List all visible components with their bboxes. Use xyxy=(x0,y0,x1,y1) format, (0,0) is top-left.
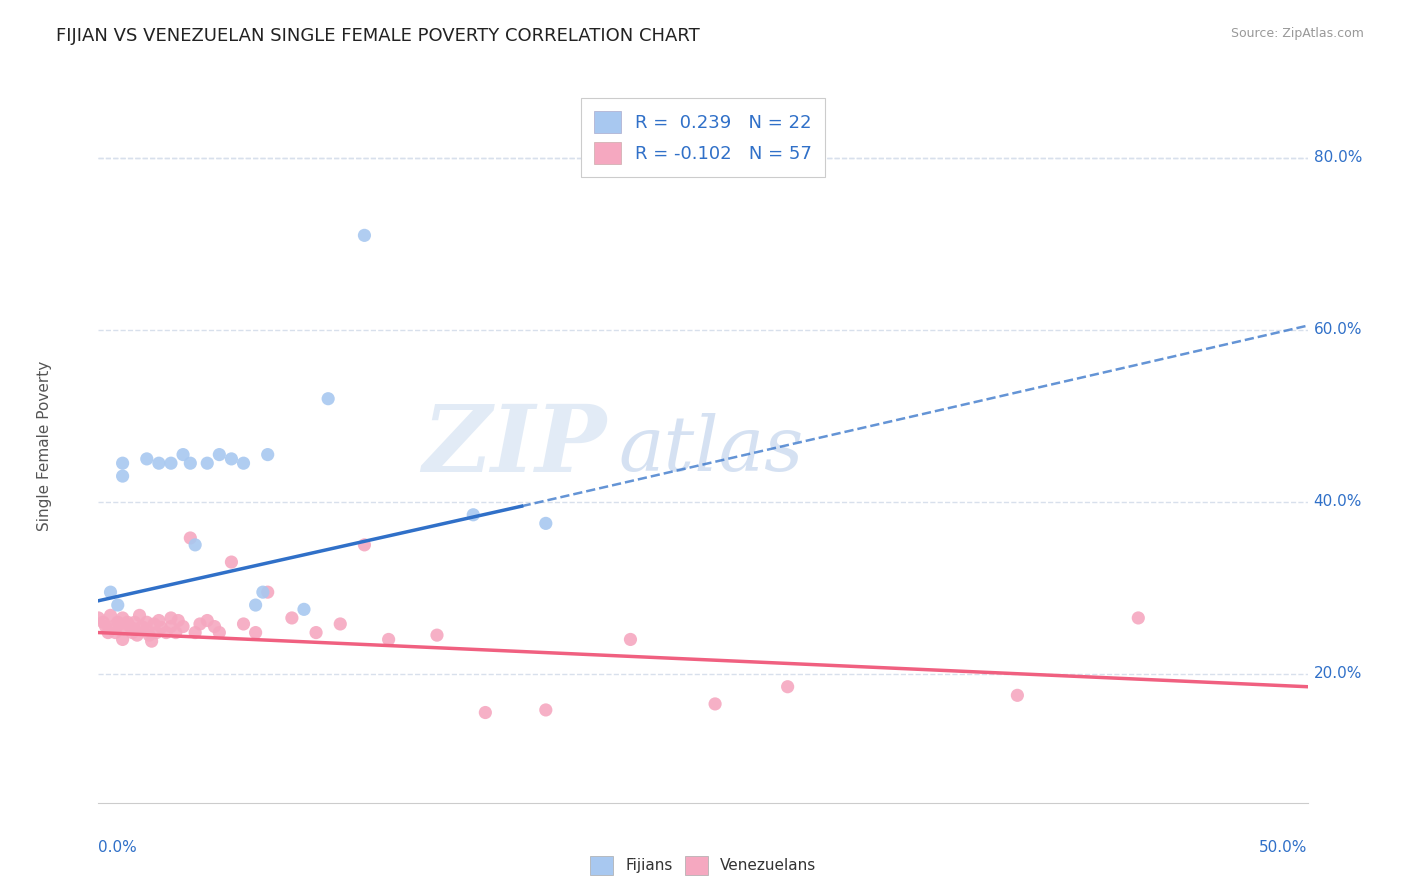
Point xyxy=(124,622,146,636)
Point xyxy=(281,611,304,625)
Point xyxy=(232,456,254,470)
Point xyxy=(143,617,166,632)
Point xyxy=(292,602,315,616)
Point xyxy=(111,622,134,636)
Point xyxy=(184,538,207,552)
Point xyxy=(172,448,194,462)
Text: 80.0%: 80.0% xyxy=(1313,151,1362,166)
Point xyxy=(117,615,139,630)
Point xyxy=(150,620,173,634)
Point xyxy=(208,625,231,640)
Point xyxy=(87,611,110,625)
Point xyxy=(329,617,352,632)
Point xyxy=(118,619,141,633)
Point xyxy=(179,456,201,470)
Point xyxy=(131,619,153,633)
Legend: Fijians, Venezuelans: Fijians, Venezuelans xyxy=(583,850,823,880)
Point xyxy=(111,469,134,483)
Point xyxy=(135,615,157,630)
Point xyxy=(124,615,146,630)
Point xyxy=(188,617,211,632)
Point xyxy=(377,632,399,647)
Point xyxy=(305,625,328,640)
Point xyxy=(474,706,496,720)
Point xyxy=(1128,611,1150,625)
Point xyxy=(165,625,187,640)
Point xyxy=(426,628,449,642)
Text: ZIP: ZIP xyxy=(422,401,606,491)
Point xyxy=(128,608,150,623)
Point xyxy=(195,456,218,470)
Point xyxy=(204,619,226,633)
Point xyxy=(256,585,278,599)
Point xyxy=(111,456,134,470)
Text: 20.0%: 20.0% xyxy=(1313,666,1362,681)
Point xyxy=(316,392,339,406)
Point xyxy=(91,615,114,630)
Point xyxy=(353,228,375,243)
Point xyxy=(135,622,157,636)
Point xyxy=(107,598,129,612)
Point xyxy=(463,508,485,522)
Point xyxy=(208,448,231,462)
Point xyxy=(221,451,243,466)
Point xyxy=(160,456,183,470)
Point xyxy=(534,703,557,717)
Point xyxy=(100,585,122,599)
Point xyxy=(145,625,167,640)
Point xyxy=(141,634,163,648)
Text: 60.0%: 60.0% xyxy=(1313,322,1362,337)
Point xyxy=(179,531,201,545)
Text: FIJIAN VS VENEZUELAN SINGLE FEMALE POVERTY CORRELATION CHART: FIJIAN VS VENEZUELAN SINGLE FEMALE POVER… xyxy=(56,27,700,45)
Point xyxy=(245,625,267,640)
Point xyxy=(534,516,557,531)
Point xyxy=(195,614,218,628)
Point xyxy=(148,456,170,470)
Point xyxy=(353,538,375,552)
Text: Single Female Poverty: Single Female Poverty xyxy=(37,361,52,531)
Text: atlas: atlas xyxy=(619,413,804,486)
Point xyxy=(221,555,243,569)
Text: 40.0%: 40.0% xyxy=(1313,494,1362,509)
Point xyxy=(101,619,124,633)
Point xyxy=(135,451,157,466)
Text: Source: ZipAtlas.com: Source: ZipAtlas.com xyxy=(1230,27,1364,40)
Point xyxy=(107,615,129,630)
Text: 50.0%: 50.0% xyxy=(1260,840,1308,855)
Point xyxy=(100,608,122,623)
Point xyxy=(138,628,160,642)
Point xyxy=(704,697,727,711)
Point xyxy=(127,628,149,642)
Point xyxy=(184,625,207,640)
Point xyxy=(155,625,177,640)
Point xyxy=(619,632,641,647)
Point xyxy=(167,614,190,628)
Point xyxy=(776,680,799,694)
Point xyxy=(111,611,134,625)
Point xyxy=(121,625,143,640)
Text: 0.0%: 0.0% xyxy=(98,840,138,855)
Point xyxy=(1007,689,1029,703)
Point xyxy=(256,448,278,462)
Point xyxy=(252,585,274,599)
Point xyxy=(148,614,170,628)
Point xyxy=(172,619,194,633)
Point xyxy=(111,632,134,647)
Point xyxy=(160,619,183,633)
Point xyxy=(94,619,117,633)
Point xyxy=(232,617,254,632)
Point xyxy=(160,611,183,625)
Point xyxy=(104,625,127,640)
Point xyxy=(108,617,131,632)
Point xyxy=(245,598,267,612)
Point xyxy=(97,625,120,640)
